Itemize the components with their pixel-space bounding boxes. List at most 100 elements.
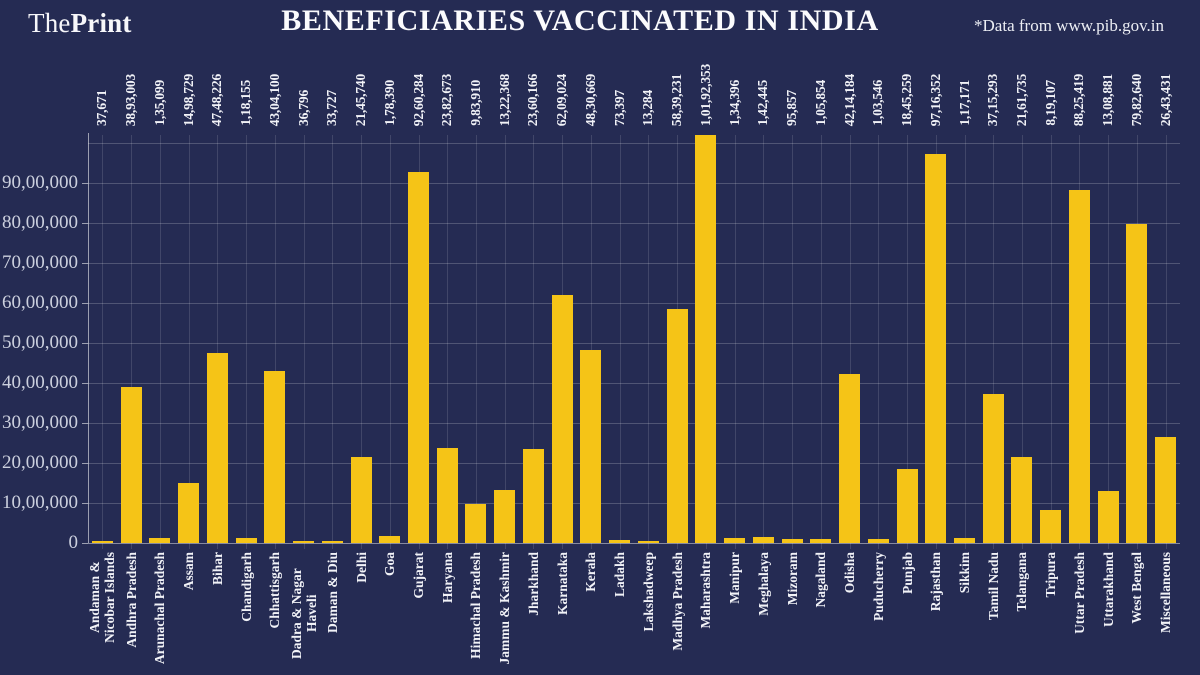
bar (408, 172, 429, 543)
category-label: Ladakh (612, 552, 628, 598)
category-label: Chandigarh (238, 552, 254, 622)
category-label: West Bengal (1129, 552, 1145, 624)
bar-value-label: 33,727 (324, 90, 340, 126)
bar-value-label: 88,25,419 (1071, 74, 1087, 127)
category-label: Uttar Pradesh (1071, 552, 1087, 634)
data-source-note: *Data from www.pib.gov.in (974, 16, 1164, 35)
bar-value-label: 13,284 (640, 90, 656, 126)
category-label: Delhi (353, 552, 369, 583)
bar-value-label: 1,01,92,353 (697, 64, 713, 126)
bar-value-label: 8,19,107 (1042, 80, 1058, 126)
vertical-gridline (964, 135, 966, 549)
bar (1011, 456, 1033, 543)
category-label: Assam (181, 552, 197, 591)
vertical-gridline (878, 135, 880, 549)
y-axis-label: 90,00,000 (2, 171, 78, 193)
category-label: Meghalaya (755, 552, 771, 616)
horizontal-gridline (88, 262, 1180, 264)
bar-value-label: 21,45,740 (353, 74, 368, 127)
horizontal-gridline (88, 142, 1180, 144)
vertical-gridline (993, 135, 995, 549)
bar-value-label: 1,05,854 (812, 80, 828, 126)
bar (1155, 437, 1177, 543)
horizontal-gridline (88, 422, 1180, 424)
bar-value-label: 47,48,226 (209, 74, 225, 127)
horizontal-gridline (88, 222, 1180, 224)
category-label: Bihar (209, 552, 225, 586)
category-label: Karnataka (554, 552, 570, 616)
bar (522, 448, 544, 543)
bar-value-label: 1,17,171 (956, 80, 972, 126)
category-label: Tripura (1043, 552, 1059, 598)
bar (551, 294, 573, 543)
bar-value-label: 14,98,729 (180, 74, 196, 127)
y-axis-tick (82, 382, 88, 384)
bar (695, 135, 717, 543)
bar-value-label: 23,60,166 (525, 74, 541, 127)
horizontal-gridline (88, 182, 1180, 184)
category-label: Lakshadweep (640, 552, 656, 632)
bar-value-label: 37,15,293 (985, 74, 1001, 127)
bar (350, 457, 372, 543)
bar-value-label: 58,39,231 (669, 74, 685, 127)
bar (206, 352, 228, 543)
bar-value-label: 43,04,100 (266, 74, 282, 127)
bar-value-label: 23,82,673 (439, 74, 455, 127)
vertical-gridline (1050, 135, 1052, 549)
horizontal-gridline (88, 342, 1180, 344)
horizontal-gridline (88, 503, 1180, 504)
y-axis-tick (82, 543, 88, 544)
bar (149, 537, 171, 543)
bar-value-label: 1,03,546 (870, 80, 886, 126)
bar (1097, 490, 1119, 543)
category-label: Himachal Pradesh (468, 552, 484, 659)
bar (867, 538, 889, 543)
bar (120, 387, 142, 543)
bar-value-label: 62,09,024 (554, 74, 570, 127)
bar-value-label: 48,30,669 (582, 74, 598, 127)
category-label: Madhya Pradesh (669, 552, 685, 651)
bar-value-label: 1,18,155 (238, 80, 254, 126)
bar-value-label: 95,857 (784, 90, 800, 126)
vertical-gridline (217, 135, 219, 549)
bar (1068, 189, 1090, 543)
vertical-gridline (820, 135, 822, 549)
vertical-gridline (763, 135, 765, 549)
bar (580, 349, 602, 543)
y-axis-tick (82, 503, 88, 504)
bar (752, 537, 774, 543)
vertical-gridline (332, 135, 334, 549)
bar-value-label: 18,45,259 (899, 74, 914, 127)
vertical-gridline (648, 135, 650, 549)
bar-value-label: 97,16,352 (927, 74, 943, 127)
category-label: Puducherry (870, 552, 886, 621)
y-axis-label: 50,00,000 (2, 331, 78, 353)
category-label: Sikkim (957, 552, 972, 594)
bar-value-label: 92,60,284 (410, 74, 426, 127)
category-label: Chhattisgarh (267, 552, 283, 629)
y-axis-tick (82, 302, 88, 304)
category-label: Miscellaneous (1158, 552, 1174, 633)
category-label: Odisha (842, 552, 857, 594)
category-label: Nagaland (813, 552, 829, 608)
vertical-gridline (188, 135, 190, 549)
y-axis-tick (82, 462, 88, 464)
bar (494, 490, 516, 543)
y-axis-label: 20,00,000 (2, 451, 78, 473)
vertical-gridline (533, 135, 535, 549)
bar-value-label: 36,796 (295, 90, 311, 126)
bar-value-label: 21,61,735 (1013, 74, 1029, 127)
bar (781, 539, 803, 543)
bar-value-label: 13,22,368 (496, 74, 512, 127)
category-label: Mizoram (784, 552, 800, 606)
category-label: Jharkhand (525, 552, 541, 616)
bar-value-label: 42,14,184 (841, 74, 857, 127)
bar (666, 309, 688, 543)
category-label: Uttarakhand (1100, 552, 1116, 628)
vertical-gridline (102, 135, 104, 549)
y-axis-label: 40,00,000 (2, 371, 78, 393)
y-axis-label: 60,00,000 (2, 291, 78, 313)
category-label: Arunachal Pradesh (152, 552, 168, 665)
y-axis-tick (82, 262, 88, 264)
